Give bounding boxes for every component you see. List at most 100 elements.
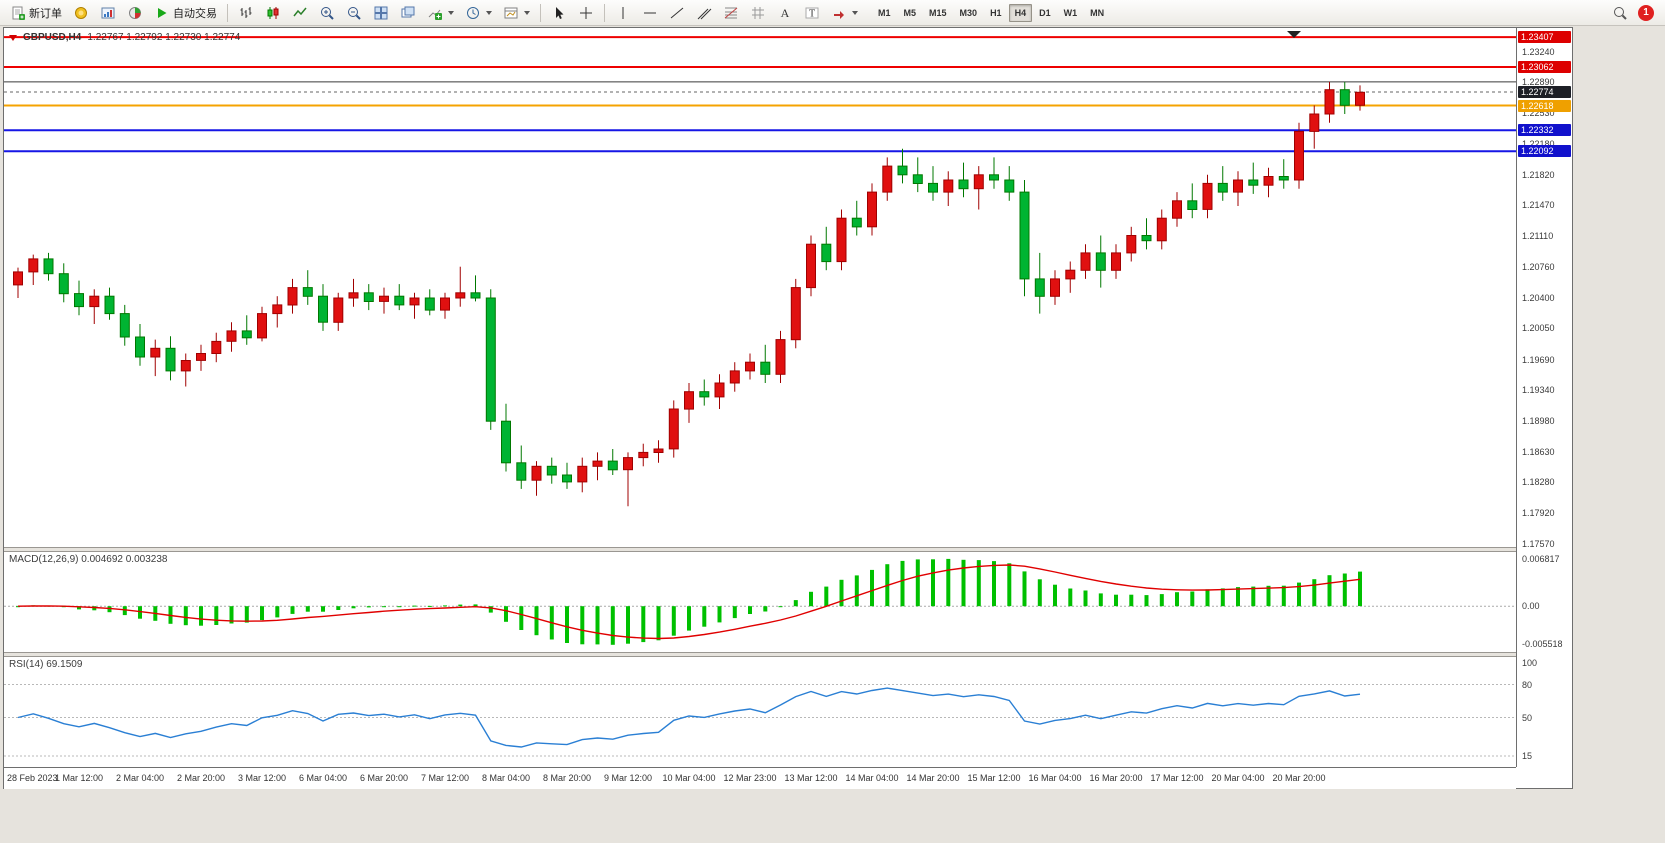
- fibonacci-button[interactable]: [718, 2, 744, 23]
- sell-marker-icon: [9, 34, 17, 41]
- notification-badge[interactable]: 1: [1638, 4, 1654, 21]
- price-tick: 1.18280: [1522, 476, 1555, 487]
- time-label: 28 Feb 2023: [7, 773, 58, 783]
- macd-axis-tick: 0.006817: [1522, 553, 1560, 564]
- trendline-button[interactable]: [664, 2, 690, 23]
- toolbar: 新订单 自动交易: [0, 0, 1665, 26]
- price-tick: 1.23240: [1522, 46, 1555, 57]
- timeframe-mn[interactable]: MN: [1090, 7, 1105, 18]
- time-label: 14 Mar 04:00: [845, 773, 899, 783]
- text-label-button[interactable]: T: [799, 2, 825, 23]
- chart-candles-button[interactable]: [260, 2, 286, 23]
- symbol-label-row: GBPUSD,H4 1.22767 1.22792 1.22730 1.2277…: [9, 32, 240, 43]
- search-icon[interactable]: [1612, 5, 1628, 21]
- price-tick: 1.19340: [1522, 384, 1555, 395]
- price-axis[interactable]: 1.23240 1.22890 1.22530 1.22180 1.21820 1.214…: [1516, 28, 1572, 767]
- autotrade-play-icon: [154, 5, 170, 21]
- time-label: 15 Mar 12:00: [967, 773, 1021, 783]
- timeframe-h4[interactable]: H4: [1008, 3, 1033, 22]
- period-button[interactable]: [460, 2, 497, 23]
- price-tick: 1.19690: [1522, 354, 1555, 365]
- price-tick: 1.21820: [1522, 169, 1555, 180]
- cursor-button[interactable]: [546, 2, 572, 23]
- chart-profile-button[interactable]: [68, 2, 94, 23]
- price-tick: 1.18980: [1522, 416, 1555, 427]
- channel-icon: [696, 5, 712, 21]
- rsi-label: RSI(14) 69.1509: [9, 659, 83, 670]
- rsi-axis-tick: 80: [1522, 679, 1533, 690]
- toolbar-separator: [604, 3, 605, 22]
- timeframe-m1[interactable]: M1: [878, 7, 891, 18]
- grid-tool-button[interactable]: [745, 2, 771, 23]
- arrows-button[interactable]: [826, 2, 863, 23]
- text-tool-button[interactable]: A: [772, 2, 798, 23]
- tile-windows-button[interactable]: [368, 2, 394, 23]
- text-icon: A: [777, 5, 793, 21]
- timeframe-m15[interactable]: M15: [929, 7, 947, 18]
- market-watch-button[interactable]: [95, 2, 121, 23]
- price-tick: 1.22180: [1522, 138, 1555, 149]
- vertical-line-button[interactable]: [610, 2, 636, 23]
- main-chart-surface[interactable]: [4, 29, 1516, 547]
- price-tick: 1.21110: [1522, 231, 1554, 242]
- macd-axis-tick: 0.00: [1522, 601, 1540, 612]
- panel-splitter[interactable]: [4, 652, 1516, 657]
- price-tick: 1.22890: [1522, 76, 1555, 87]
- zoom-in-button[interactable]: [314, 2, 340, 23]
- workspace-background: [0, 791, 1665, 843]
- market-watch-icon: [100, 5, 116, 21]
- zoom-out-button[interactable]: [341, 2, 367, 23]
- new-order-button[interactable]: 新订单: [5, 2, 67, 23]
- timeframe-m30[interactable]: M30: [959, 7, 978, 18]
- time-label: 20 Mar 20:00: [1272, 773, 1326, 783]
- price-line-badge: 1.22332: [1518, 124, 1571, 137]
- rsi-axis-tick: 15: [1522, 751, 1533, 761]
- time-label: 12 Mar 23:00: [723, 773, 777, 783]
- ohlc-label: 1.22767 1.22792 1.22730 1.22774: [87, 32, 241, 43]
- fibonacci-icon: [723, 5, 739, 21]
- toolbar-right: 1: [1612, 4, 1660, 21]
- macd-chart-surface[interactable]: [4, 552, 1516, 652]
- time-label: 10 Mar 04:00: [662, 773, 716, 783]
- time-axis[interactable]: 28 Feb 2023 1 Mar 12:00 2 Mar 04:00 2 Mar 2…: [4, 767, 1516, 789]
- indicators-caret-icon: [448, 10, 454, 15]
- profile-icon: [73, 5, 89, 21]
- chart-bars-button[interactable]: [233, 2, 259, 23]
- time-label: 9 Mar 12:00: [603, 773, 653, 783]
- toolbar-separator: [540, 3, 541, 22]
- timeframe-m5[interactable]: M5: [903, 7, 917, 18]
- crosshair-button[interactable]: [573, 2, 599, 23]
- data-window-button[interactable]: [122, 2, 148, 23]
- horizontal-line-button[interactable]: [637, 2, 663, 23]
- new-order-icon: [10, 5, 26, 21]
- new-order-label: 新订单: [29, 7, 62, 20]
- indicators-plus-icon: [427, 5, 443, 21]
- channel-button[interactable]: [691, 2, 717, 23]
- price-tick: 1.18630: [1522, 446, 1555, 457]
- workspace-background: [1575, 27, 1665, 843]
- cascade-windows-button[interactable]: [395, 2, 421, 23]
- panel-splitter[interactable]: [4, 547, 1516, 552]
- candlestick-chart-icon: [265, 5, 281, 21]
- indicators-button[interactable]: [422, 2, 459, 23]
- price-tick: 1.22530: [1522, 108, 1555, 119]
- price-tick: 1.20050: [1522, 323, 1555, 334]
- cascade-windows-icon: [400, 5, 416, 21]
- time-label: 2 Mar 04:00: [115, 773, 165, 783]
- time-label: 8 Mar 20:00: [542, 773, 592, 783]
- timeframe-w1[interactable]: W1: [1063, 7, 1078, 18]
- timeframe-d1[interactable]: D1: [1039, 7, 1051, 18]
- price-tick: 1.21470: [1522, 200, 1555, 211]
- chart-window: GBPUSD,H4 1.22767 1.22792 1.22730 1.2277…: [3, 27, 1573, 789]
- data-window-icon: [127, 5, 143, 21]
- time-label: 20 Mar 04:00: [1211, 773, 1265, 783]
- chart-line-button[interactable]: [287, 2, 313, 23]
- price-tick: 1.17920: [1522, 508, 1555, 519]
- templates-button[interactable]: [498, 2, 535, 23]
- toolbar-separator: [227, 3, 228, 22]
- rsi-chart-surface[interactable]: [4, 657, 1516, 767]
- symbol-label: GBPUSD,H4: [23, 32, 82, 43]
- timeframe-h1[interactable]: H1: [990, 7, 1002, 18]
- trendline-icon: [669, 5, 685, 21]
- autotrade-button[interactable]: 自动交易: [149, 2, 222, 23]
